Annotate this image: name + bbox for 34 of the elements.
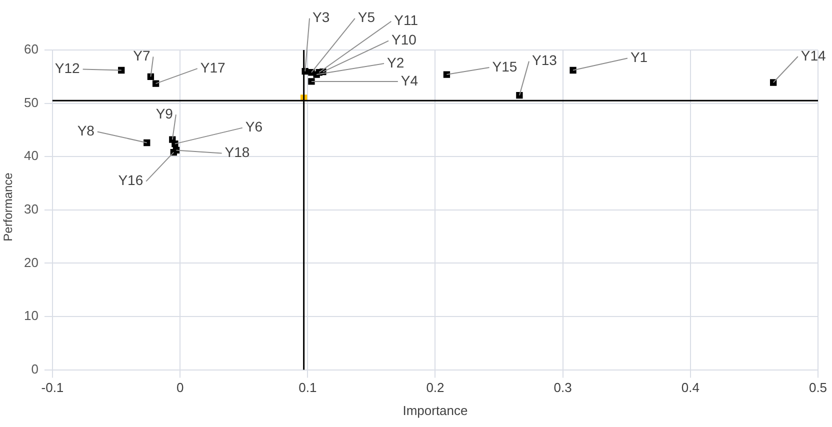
annotation: Y7	[133, 48, 150, 64]
x-tick-label: 0.3	[554, 380, 572, 396]
x-tick-label: 0	[176, 380, 184, 396]
x-tick-label: 0.2	[426, 380, 444, 396]
annotation: Y14	[800, 47, 826, 64]
x-tick-label: -0.1	[41, 380, 64, 396]
annotation: Y8	[77, 122, 95, 139]
annotation: Y4	[400, 72, 418, 88]
annotation: Y10	[391, 32, 417, 48]
annotation: Y15	[492, 58, 518, 74]
annotation: Y5	[358, 9, 376, 26]
x-tick-label: 0.1	[298, 380, 317, 396]
y-tick-label: 30	[24, 201, 38, 216]
y-tick-label: 50	[24, 94, 38, 110]
annotation: Y11	[394, 12, 418, 28]
x-tick-label: 0.5	[808, 380, 828, 396]
annotation: Y16	[118, 172, 144, 188]
y-tick-label: 60	[24, 42, 38, 57]
annotation: Y9	[156, 105, 174, 122]
y-tick-label: 40	[24, 148, 38, 164]
annotation: Y17	[200, 59, 226, 76]
annotation: Y12	[54, 60, 80, 76]
annotation: Y1	[630, 49, 648, 66]
y-axis-title: Performance	[1, 172, 15, 244]
x-tick-label: 0.4	[681, 380, 700, 396]
annotation: Y18	[224, 144, 250, 160]
annotation: Y3	[312, 9, 330, 26]
annotation: Y6	[245, 118, 263, 135]
annotation: Y13	[532, 52, 558, 68]
x-axis-title: Importance	[402, 402, 468, 418]
y-tick-label: 10	[24, 308, 38, 324]
y-tick-label: 20	[24, 254, 38, 270]
y-tick-label: 0	[31, 361, 38, 376]
annotation: Y2	[387, 54, 404, 70]
